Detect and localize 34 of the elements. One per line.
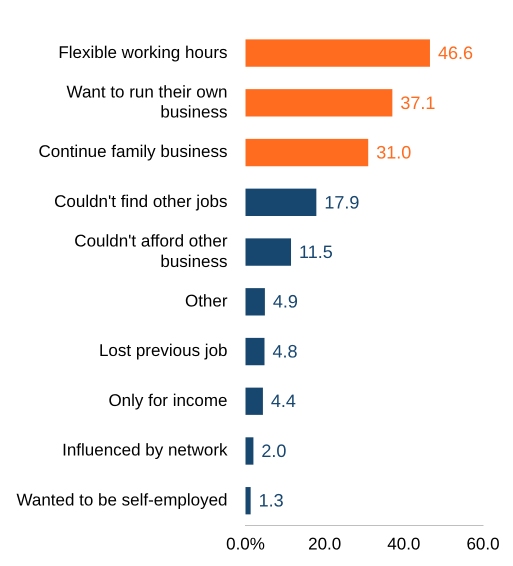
x-tick-label: 60.0 — [466, 534, 500, 554]
y-tick-label: Influenced by network — [62, 440, 228, 460]
y-tick-label: Want to run their own business — [66, 82, 228, 122]
y-tick-label: Other — [184, 291, 228, 310]
data-label: 17.9 — [324, 192, 360, 212]
data-label: 4.8 — [272, 341, 298, 362]
x-tick-label: 0.0% — [226, 534, 265, 554]
data-label: 2.0 — [261, 440, 286, 461]
bar — [246, 437, 254, 465]
bar — [246, 39, 430, 67]
data-label: 4.9 — [272, 292, 298, 312]
y-tick-label: Couldn't afford other business — [74, 232, 228, 271]
data-label: 31.0 — [376, 142, 412, 163]
y-tick-label: Flexible working hours — [58, 42, 228, 62]
y-tick-label: Lost previous job — [98, 341, 228, 360]
bar — [246, 288, 265, 316]
data-label: 4.4 — [270, 391, 296, 412]
bar — [246, 89, 392, 116]
bar — [246, 388, 263, 415]
bar — [246, 138, 368, 166]
bar — [246, 188, 316, 216]
data-label: 1.3 — [258, 490, 284, 511]
bar — [246, 487, 251, 514]
y-tick-label: Only for income — [108, 390, 228, 410]
bar — [246, 338, 264, 366]
y-tick-label: Couldn't find other jobs — [54, 192, 228, 211]
x-tick-label: 40.0 — [387, 534, 420, 554]
data-label: 46.6 — [438, 43, 474, 64]
data-label: 11.5 — [299, 242, 333, 262]
y-tick-label: Continue family business — [38, 142, 228, 162]
data-label: 37.1 — [400, 92, 436, 113]
y-tick-label: Wanted to be self-employed — [16, 490, 228, 510]
bar — [246, 238, 292, 266]
x-tick-label: 20.0 — [308, 534, 342, 554]
